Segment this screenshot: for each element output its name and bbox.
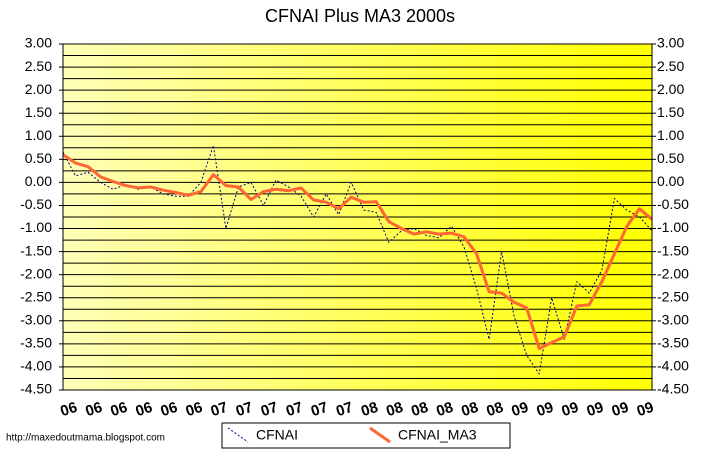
x-tick-label: 07 — [334, 399, 355, 420]
x-tick-label: 09 — [635, 399, 656, 420]
y-tick-label: 0.00 — [25, 173, 52, 189]
y2-tick-label: -4.00 — [657, 358, 689, 374]
x-tick-label: 08 — [484, 399, 505, 420]
legend-label: CFNAI — [256, 427, 298, 443]
source: http://maxedoutmama.blogspot.com — [6, 433, 165, 444]
y-tick-label: 2.50 — [25, 58, 52, 74]
legend-swatch — [369, 426, 391, 444]
x-tick-label: 09 — [560, 399, 581, 420]
y-tick-label: -3.00 — [20, 312, 52, 328]
legend-label: CFNAI_MA3 — [398, 427, 477, 443]
y2-tick-label: 1.50 — [657, 104, 684, 120]
y-tick-label: -1.50 — [20, 242, 52, 258]
x-tick-label: 06 — [184, 399, 205, 420]
x-tick-label: 08 — [359, 399, 380, 420]
x-tick-label: 08 — [459, 399, 480, 420]
legend-box — [221, 422, 511, 449]
lines — [62, 145, 653, 375]
y-tick-label: 2.00 — [25, 81, 52, 97]
y-tick-label: 0.50 — [25, 150, 52, 166]
x-tick-label: 07 — [234, 399, 255, 420]
y2-tick-label: 0.50 — [657, 150, 684, 166]
y-tick-label: 1.00 — [25, 127, 52, 143]
y-tick-label: 3.00 — [25, 35, 52, 51]
y-tick-label: -2.50 — [20, 288, 52, 304]
y2-tick-label: 1.00 — [657, 127, 684, 143]
legend-swatch — [227, 427, 249, 443]
x-tick-label: 06 — [58, 399, 79, 420]
x-tick-label: 08 — [434, 399, 455, 420]
x-tick-label: 08 — [409, 399, 430, 420]
x-tick-label: 07 — [209, 399, 230, 420]
x-tick-label: 06 — [133, 399, 154, 420]
x-tick-label: 09 — [534, 399, 555, 420]
y2-tick-label: 2.00 — [657, 81, 684, 97]
x-tick-label: 09 — [610, 399, 631, 420]
chart-title: CFNAI Plus MA3 2000s — [265, 6, 455, 26]
line-series — [62, 153, 653, 350]
y-tick-label: -0.50 — [20, 196, 52, 212]
y2-tick-label: -0.50 — [657, 196, 689, 212]
y2-tick-label: 3.00 — [657, 35, 684, 51]
grid — [63, 43, 652, 391]
y2-tick-label: 0.00 — [657, 173, 684, 189]
y2-tick-label: -4.50 — [657, 381, 689, 397]
y-tick-label: -2.00 — [20, 265, 52, 281]
y-tick-label: -3.50 — [20, 335, 52, 351]
x-tick-label: 07 — [284, 399, 305, 420]
x-tick-label: 09 — [585, 399, 606, 420]
y-tick-label: -1.00 — [20, 219, 52, 235]
x-tick-label: 09 — [509, 399, 530, 420]
line-series — [62, 145, 653, 375]
y2-tick-label: -3.00 — [657, 312, 689, 328]
y-tick-label: 1.50 — [25, 104, 52, 120]
x-tick-label: 08 — [384, 399, 405, 420]
plot-border — [62, 43, 653, 391]
x-tick-label: 06 — [108, 399, 129, 420]
x-tick-label: 06 — [159, 399, 180, 420]
y2-tick-label: -3.50 — [657, 335, 689, 351]
x-tick-label: 06 — [83, 399, 104, 420]
y2-tick-label: -2.50 — [657, 288, 689, 304]
y2-tick-label: -1.00 — [657, 219, 689, 235]
y-tick-label: -4.00 — [20, 358, 52, 374]
x-tick-label: 07 — [309, 399, 330, 420]
y2-tick-label: -1.50 — [657, 242, 689, 258]
y2-tick-label: -2.00 — [657, 265, 689, 281]
y2-tick-label: 2.50 — [657, 58, 684, 74]
x-tick-label: 07 — [259, 399, 280, 420]
y-tick-label: -4.50 — [20, 381, 52, 397]
